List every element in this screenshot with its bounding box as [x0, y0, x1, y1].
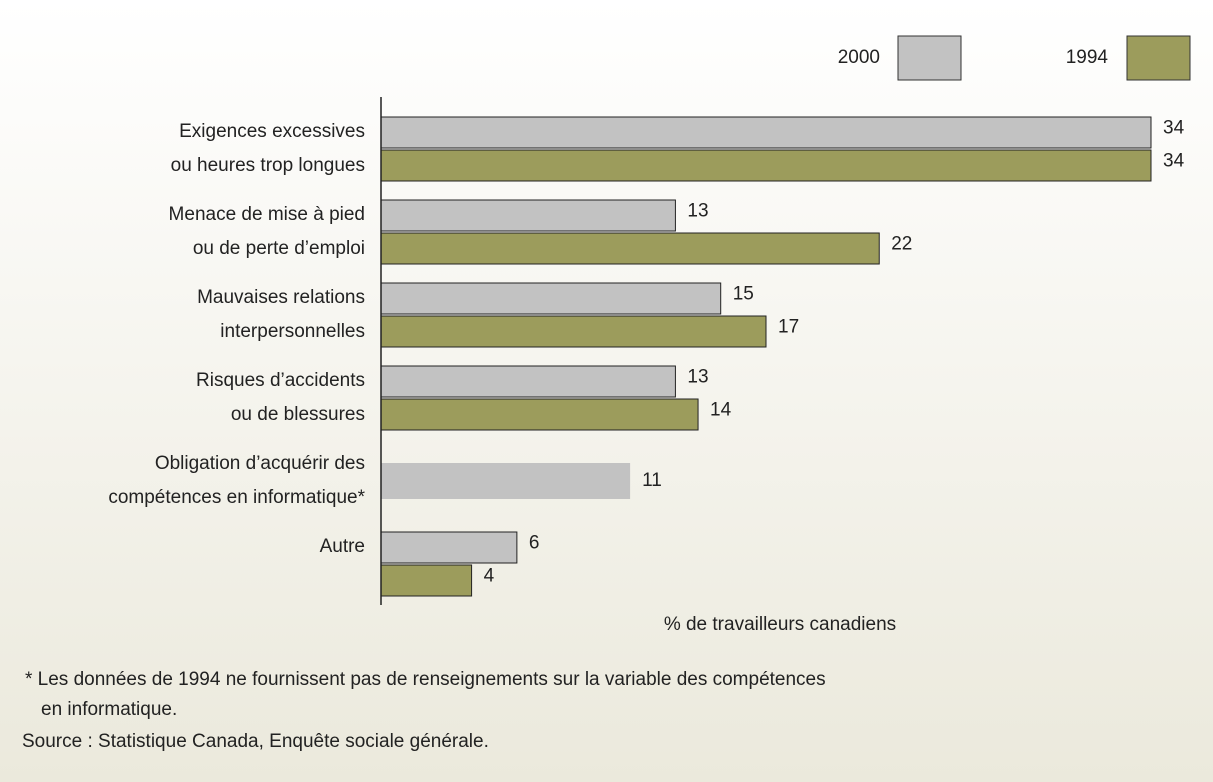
bar	[380, 315, 767, 348]
value-label: 22	[891, 234, 912, 255]
x-axis-label: % de travailleurs canadiens	[664, 614, 896, 635]
value-label: 13	[687, 367, 708, 388]
bar	[380, 232, 880, 265]
value-label: 11	[642, 470, 662, 491]
source: Source : Statistique Canada, Enquête soc…	[22, 731, 489, 752]
bar	[380, 282, 722, 315]
category-label: Mauvaises relations interpersonnelles	[197, 287, 365, 342]
bar	[380, 116, 1152, 149]
category-label: Menace de mise à pied ou de perte d’emplo…	[169, 204, 365, 259]
value-label: 14	[710, 400, 732, 421]
value-label: 4	[484, 566, 495, 587]
value-label: 13	[687, 201, 708, 222]
category-label: Autre	[320, 536, 365, 557]
bar	[380, 398, 699, 431]
legend-label: 1994	[1066, 47, 1109, 68]
category-label: Risques d’accidents ou de blessures	[196, 370, 365, 425]
bar	[380, 199, 676, 232]
footnote: * Les données de 1994 ne fournissent pas…	[25, 669, 826, 720]
legend-label: 2000	[838, 47, 880, 68]
bar	[381, 463, 631, 499]
value-label: 17	[778, 317, 799, 338]
bar	[380, 149, 1152, 182]
category-label: Exigences excessives ou heures trop longu…	[171, 121, 365, 176]
value-label: 34	[1163, 151, 1185, 172]
bar	[380, 365, 676, 398]
bar	[380, 531, 518, 564]
value-label: 15	[733, 284, 754, 305]
value-label: 34	[1163, 118, 1185, 139]
legend-swatch	[1126, 35, 1191, 81]
category-label: Obligation d’acquérir des compétences en …	[108, 453, 365, 508]
value-label: 6	[529, 533, 540, 554]
legend-swatch	[897, 35, 962, 81]
bar	[380, 564, 473, 597]
